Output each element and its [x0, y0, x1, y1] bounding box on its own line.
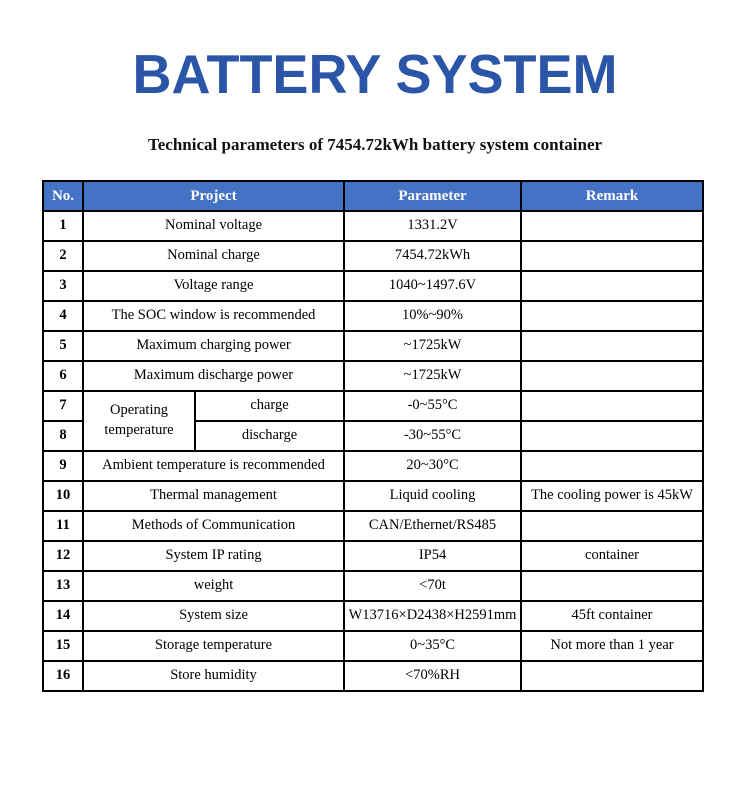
cell-no: 1 — [42, 209, 84, 242]
cell-remark — [520, 209, 705, 242]
table-row: 12 System IP rating IP54 container — [42, 539, 705, 572]
table-row: 16 Store humidity <70%RH — [42, 659, 705, 692]
table-caption: Technical parameters of 7454.72kWh batte… — [147, 134, 603, 154]
cell-no: 4 — [42, 299, 84, 332]
table-row: 4 The SOC window is recommended 10%~90% — [42, 299, 705, 332]
table-row: 10 Thermal management Liquid cooling The… — [42, 479, 705, 512]
cell-project-group: Operating temperature — [82, 389, 196, 452]
cell-project: Nominal charge — [81, 239, 346, 272]
cell-project: Nominal voltage — [81, 209, 346, 242]
page-title: BATTERY SYSTEM — [132, 43, 618, 106]
table-row: 7 Operating temperature charge -0~55°C — [42, 389, 705, 452]
table-row: 8 discharge -30~55°C — [42, 419, 705, 452]
table-row: 2 Nominal charge 7454.72kWh — [42, 239, 705, 272]
cell-project: Voltage range — [81, 269, 346, 302]
cell-no: 9 — [42, 449, 84, 482]
cell-project: Maximum charging power — [81, 329, 346, 362]
cell-remark: container — [520, 539, 705, 572]
cell-parameter: IP54 — [343, 539, 523, 572]
cell-parameter: ~1725kW — [343, 359, 523, 392]
cell-remark — [520, 389, 705, 422]
cell-project: weight — [81, 569, 346, 602]
cell-parameter: -0~55°C — [343, 389, 523, 422]
table-row: 3 Voltage range 1040~1497.6V — [42, 269, 705, 302]
cell-parameter: CAN/Ethernet/RS485 — [343, 509, 523, 542]
column-header-no: No. — [42, 179, 84, 212]
cell-no: 13 — [42, 569, 84, 602]
cell-remark — [520, 449, 705, 482]
cell-no: 15 — [42, 629, 84, 662]
cell-project: The SOC window is recommended — [81, 299, 346, 332]
cell-remark — [520, 359, 705, 392]
column-header-remark: Remark — [520, 179, 705, 212]
cell-project: Storage temperature — [81, 629, 346, 662]
cell-remark: The cooling power is 45kW — [520, 479, 705, 512]
cell-project: Ambient temperature is recommended — [81, 449, 346, 482]
cell-project-sub: discharge — [193, 419, 346, 452]
cell-remark — [520, 239, 705, 272]
table-row: 1 Nominal voltage 1331.2V — [42, 209, 705, 242]
table-row: 15 Storage temperature 0~35°C Not more t… — [42, 629, 705, 662]
cell-parameter: 7454.72kWh — [343, 239, 523, 272]
cell-parameter: W13716×D2438×H2591mm — [343, 599, 523, 632]
column-header-project: Project — [81, 179, 346, 212]
cell-parameter: <70%RH — [343, 659, 523, 692]
column-header-parameter: Parameter — [343, 179, 523, 212]
cell-remark — [520, 269, 705, 302]
cell-project: Thermal management — [81, 479, 346, 512]
cell-remark: 45ft container — [520, 599, 705, 632]
cell-remark: Not more than 1 year — [520, 629, 705, 662]
cell-parameter: 10%~90% — [343, 299, 523, 332]
cell-no: 7 — [42, 389, 84, 422]
cell-project: System IP rating — [81, 539, 346, 572]
cell-no: 5 — [42, 329, 84, 362]
cell-remark — [520, 659, 705, 692]
cell-parameter: 20~30°C — [343, 449, 523, 482]
cell-no: 16 — [42, 659, 84, 692]
cell-parameter: 1331.2V — [343, 209, 523, 242]
cell-remark — [520, 419, 705, 452]
cell-remark — [520, 509, 705, 542]
table-row: 13 weight <70t — [42, 569, 705, 602]
cell-remark — [520, 329, 705, 362]
table-row: 5 Maximum charging power ~1725kW — [42, 329, 705, 362]
cell-no: 8 — [42, 419, 84, 452]
cell-parameter: -30~55°C — [343, 419, 523, 452]
cell-project: Methods of Communication — [81, 509, 346, 542]
cell-no: 10 — [42, 479, 84, 512]
cell-parameter: ~1725kW — [343, 329, 523, 362]
cell-no: 2 — [42, 239, 84, 272]
cell-no: 11 — [42, 509, 84, 542]
table-row: 11 Methods of Communication CAN/Ethernet… — [42, 509, 705, 542]
cell-project-sub: charge — [193, 389, 346, 422]
cell-parameter: Liquid cooling — [343, 479, 523, 512]
table-row: 6 Maximum discharge power ~1725kW — [42, 359, 705, 392]
cell-project: System size — [81, 599, 346, 632]
cell-remark — [520, 299, 705, 332]
cell-project: Store humidity — [81, 659, 346, 692]
cell-project: Maximum discharge power — [81, 359, 346, 392]
cell-remark — [520, 569, 705, 602]
cell-parameter: <70t — [343, 569, 523, 602]
cell-no: 6 — [42, 359, 84, 392]
table-row: 9 Ambient temperature is recommended 20~… — [42, 449, 705, 482]
cell-no: 14 — [42, 599, 84, 632]
cell-no: 12 — [42, 539, 84, 572]
cell-no: 3 — [42, 269, 84, 302]
cell-parameter: 0~35°C — [343, 629, 523, 662]
table-header-row: No. Project Parameter Remark — [42, 179, 705, 212]
cell-parameter: 1040~1497.6V — [343, 269, 523, 302]
parameters-table: No. Project Parameter Remark 1 Nominal v… — [42, 179, 705, 692]
table-row: 14 System size W13716×D2438×H2591mm 45ft… — [42, 599, 705, 632]
